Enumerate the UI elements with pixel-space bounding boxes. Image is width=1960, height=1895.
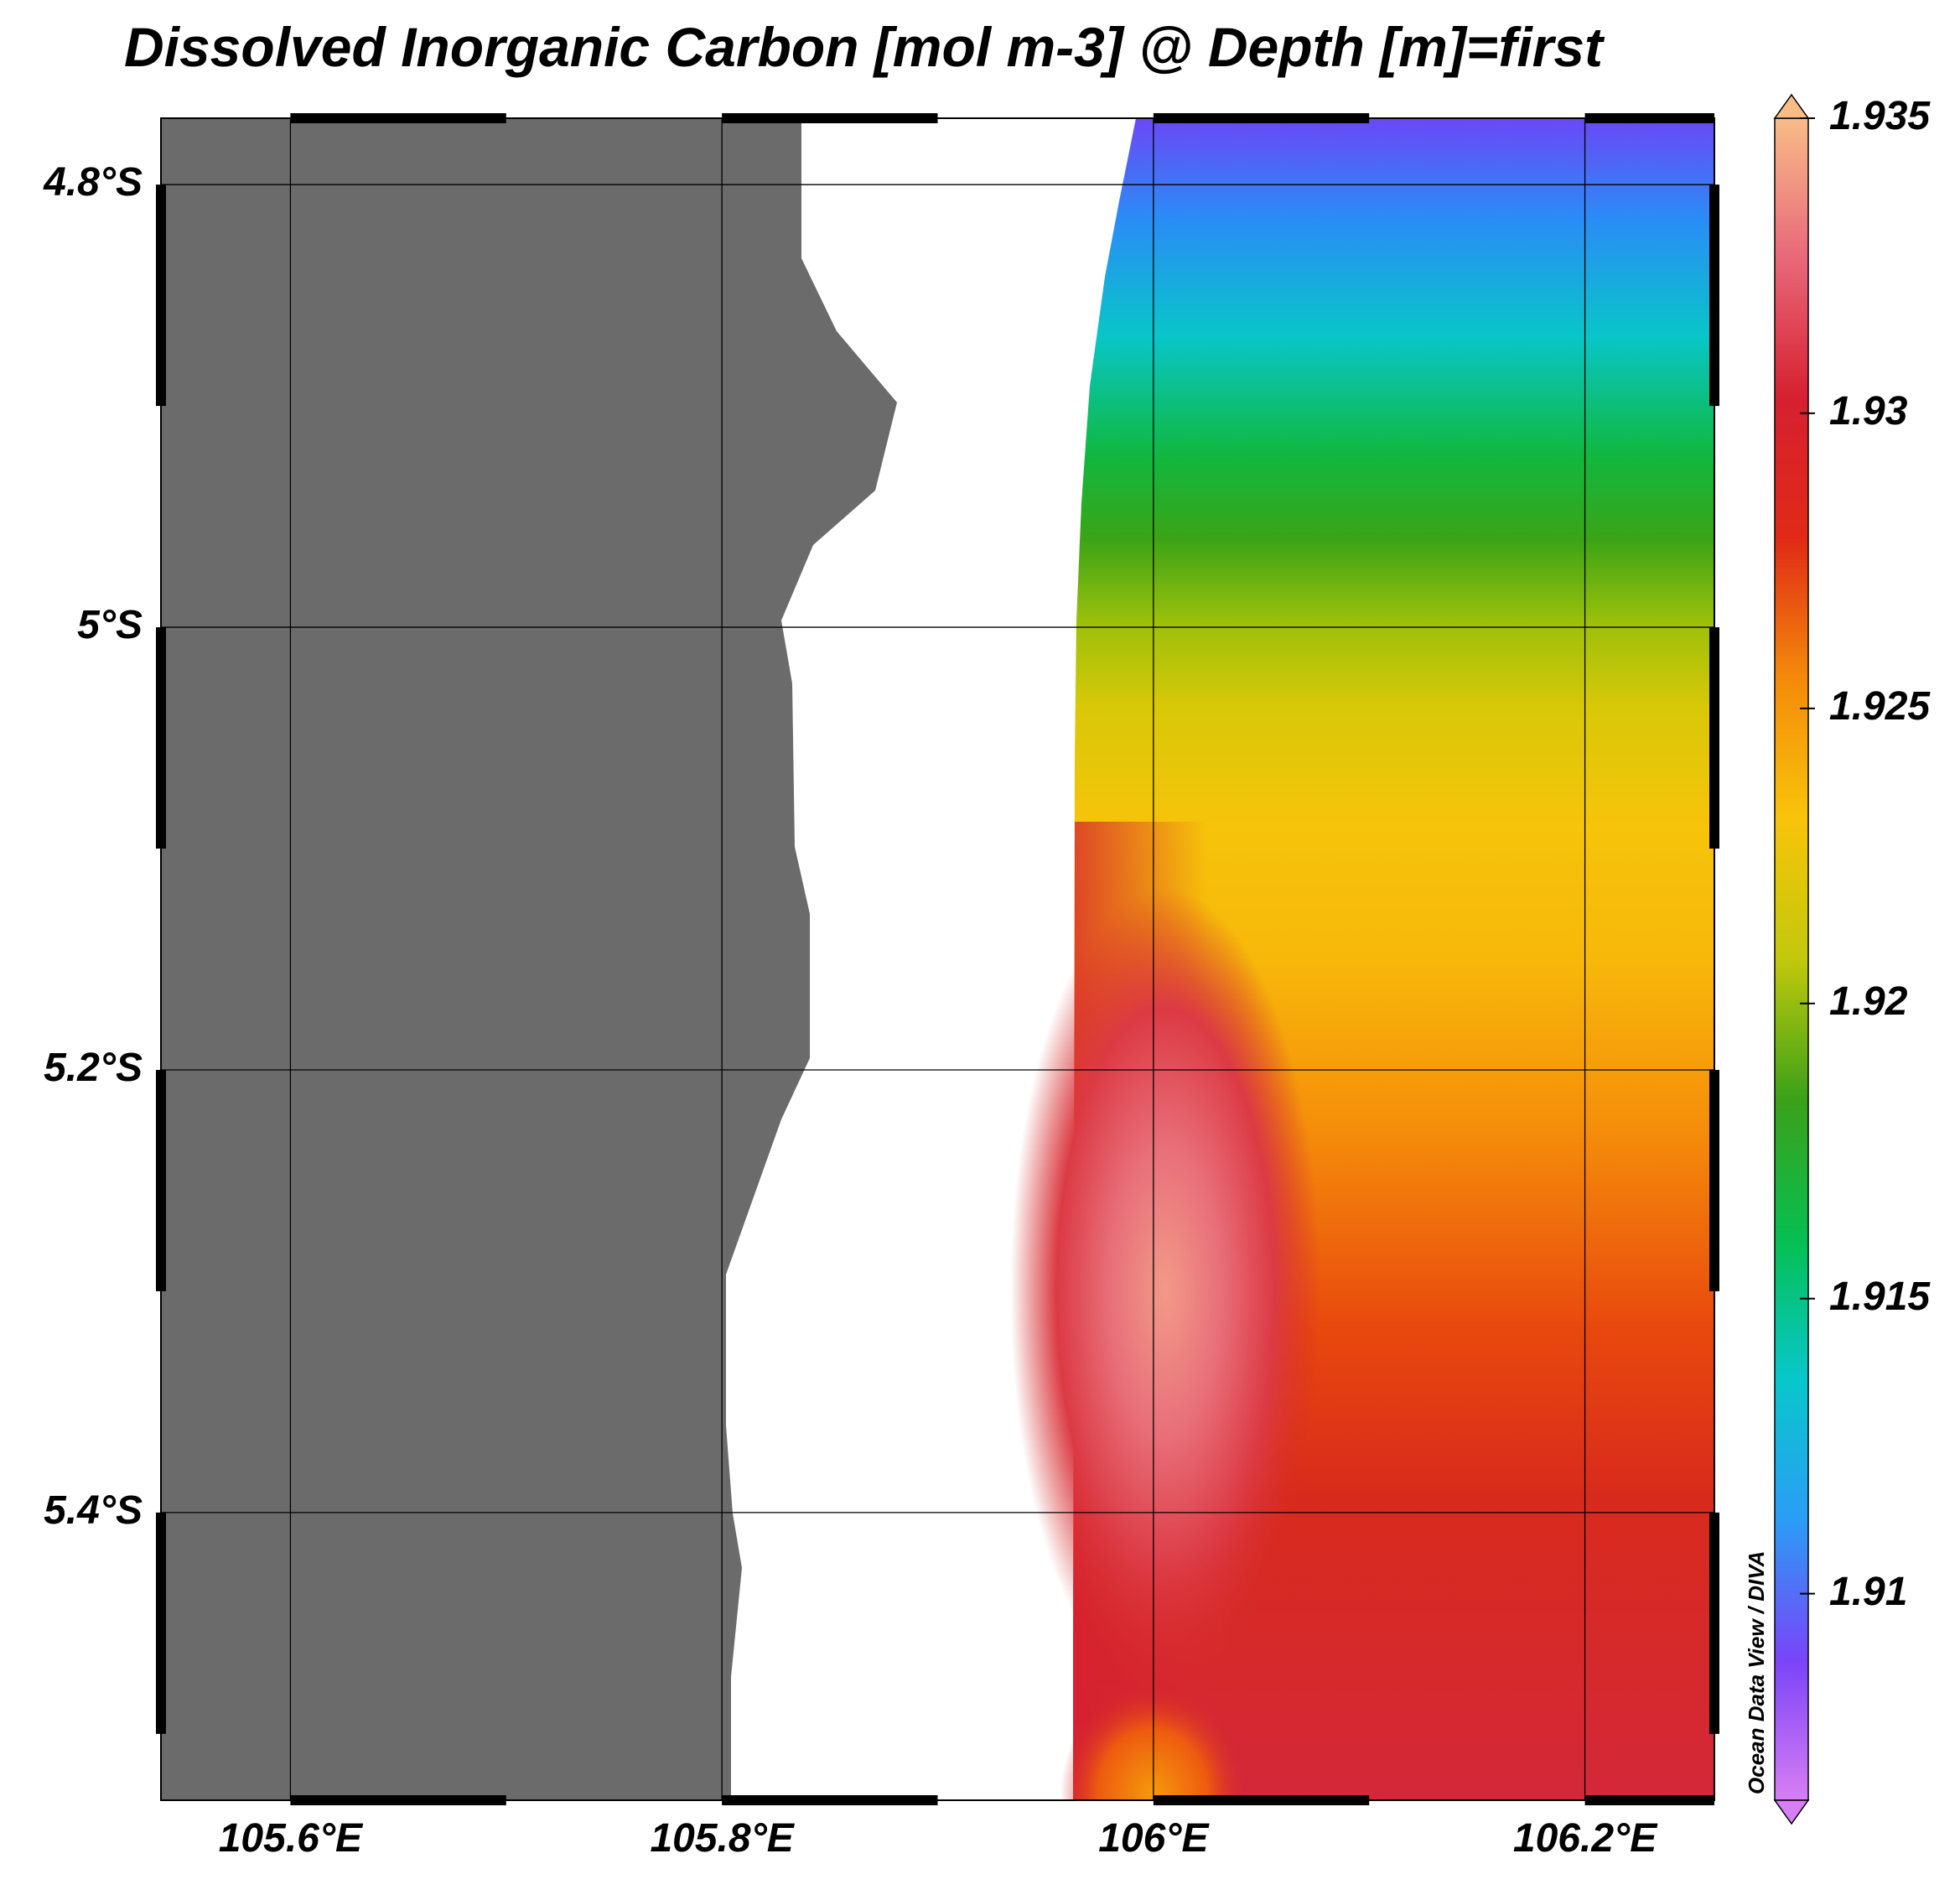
colorbar-label-4: 1.915 [1829, 1274, 1931, 1319]
colorbar-label-2: 1.925 [1829, 683, 1931, 729]
frame-tick-bottom [290, 1795, 506, 1805]
lat-label-0: 4.8°S [44, 160, 143, 205]
colorbar-label-0: 1.935 [1829, 94, 1931, 138]
lat-label-3: 5.4°S [44, 1487, 143, 1533]
colorbar-bar [1774, 117, 1809, 1801]
frame-tick-left [156, 184, 166, 407]
frame-tick-bottom [722, 1795, 938, 1805]
colorbar-label-3: 1.92 [1829, 979, 1908, 1024]
lat-label-2: 5.2°S [44, 1045, 143, 1090]
frame-tick-left [156, 1069, 166, 1291]
lon-label-1: 105.8°E [650, 1816, 794, 1861]
frame-tick-bottom [1153, 1795, 1370, 1805]
frame-tick-bottom [1584, 1795, 1714, 1805]
lon-label-0: 105.6°E [218, 1816, 363, 1861]
colorbar-ticks [1800, 117, 1815, 1595]
frame-tick-top [1584, 113, 1714, 123]
credit-text: Ocean Data View / DIVA [1744, 1550, 1769, 1794]
frame-tick-right [1709, 1512, 1719, 1734]
map-title: Dissolved Inorganic Carbon [mol m-3] @ D… [123, 16, 1604, 78]
graticule [161, 118, 1714, 1800]
land-mass [161, 118, 897, 1800]
colorbar-min-arrow [1773, 1799, 1810, 1825]
frame-tick-top [1153, 113, 1370, 123]
frame-tick-right [1709, 1069, 1719, 1291]
lon-label-2: 106°E [1098, 1816, 1209, 1861]
lat-label-1: 5°S [77, 603, 143, 648]
high-value-core [1010, 889, 1320, 1694]
colorbar-label-5: 1.91 [1829, 1569, 1908, 1614]
lon-label-3: 106.2°E [1512, 1816, 1657, 1861]
frame-tick-top [290, 113, 506, 123]
colorbar-max-arrow [1773, 93, 1810, 119]
frame-ticks [156, 113, 1719, 1805]
colorbar-label-1: 1.93 [1829, 388, 1908, 434]
frame-tick-left [156, 627, 166, 849]
frame-tick-left [156, 1512, 166, 1734]
frame-tick-top [722, 113, 938, 123]
frame-tick-right [1709, 184, 1719, 407]
frame-tick-right [1709, 627, 1719, 849]
warm-spot [1060, 1685, 1245, 1800]
